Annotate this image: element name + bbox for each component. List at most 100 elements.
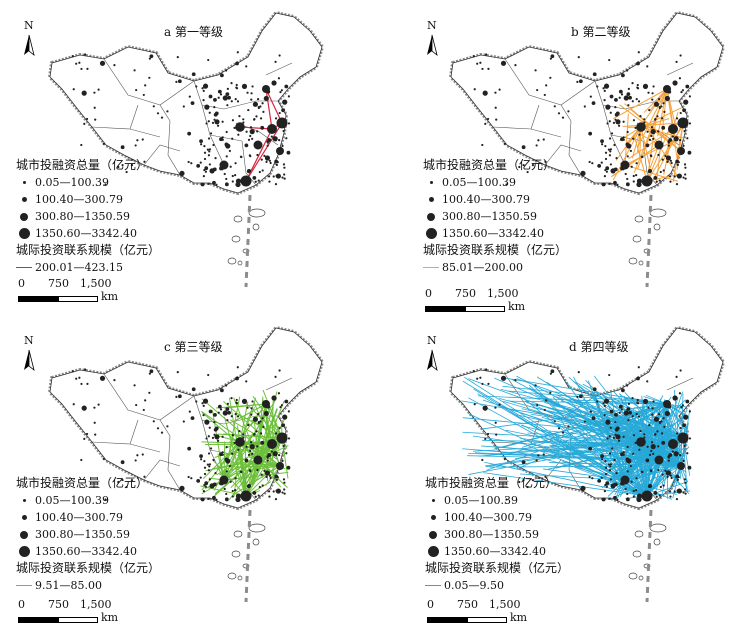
scale-unit: km — [510, 611, 528, 624]
city-dot — [626, 445, 629, 449]
city-dot — [608, 373, 611, 377]
city-dot — [246, 406, 249, 409]
city-dot — [213, 97, 217, 102]
city-dot — [130, 163, 134, 167]
city-dot — [651, 407, 654, 410]
city-dot — [227, 95, 231, 100]
city-dot — [550, 369, 555, 374]
city-dot — [71, 370, 74, 373]
city-dot — [526, 170, 529, 174]
city-dot — [682, 423, 686, 428]
city-dot — [577, 371, 580, 374]
legend-link-range-d: 0.05—9.50 — [444, 579, 504, 592]
province-boundary — [159, 80, 195, 106]
city-dot — [223, 172, 226, 176]
city-dot — [97, 403, 100, 406]
city-dot — [247, 423, 250, 427]
city-dot — [272, 175, 275, 178]
city-dot — [660, 117, 664, 120]
link-line — [646, 490, 690, 497]
city-dot — [219, 160, 229, 170]
city-dot — [591, 162, 594, 165]
city-dot — [612, 121, 616, 124]
city-dot — [677, 462, 685, 470]
city-dot — [665, 470, 672, 476]
city-dot — [668, 175, 672, 178]
city-dot — [102, 457, 105, 460]
scale-bar-a: 0 750 1,500 km — [18, 277, 128, 302]
legend-link-line — [425, 585, 441, 586]
city-dot — [117, 480, 120, 484]
city-dot — [267, 453, 272, 457]
city-dot — [269, 161, 272, 165]
city-dot — [673, 451, 679, 457]
city-dot — [535, 144, 538, 147]
province-boundary — [103, 58, 171, 122]
city-dot — [518, 480, 521, 484]
city-dot — [626, 384, 629, 387]
city-dot — [275, 163, 278, 166]
city-dot — [176, 56, 179, 59]
city-dot — [472, 55, 475, 58]
city-dot — [630, 165, 633, 168]
city-dot — [208, 148, 212, 151]
city-dot — [272, 490, 275, 493]
legend-dot-2 — [21, 197, 27, 202]
link-line — [640, 126, 651, 168]
city-dot — [200, 182, 205, 187]
city-dot — [657, 468, 660, 472]
link-line — [610, 144, 660, 178]
city-dot — [679, 111, 682, 115]
city-dot — [71, 55, 74, 58]
city-dot — [614, 421, 617, 424]
city-dot — [250, 413, 253, 416]
city-dot — [86, 67, 89, 70]
city-dot — [196, 479, 201, 483]
city-dot — [188, 95, 191, 98]
legend-link-title: 城际投资联系规模（亿元） — [16, 243, 161, 257]
city-dot — [686, 137, 689, 140]
city-dot — [668, 490, 672, 493]
city-dot — [265, 475, 268, 478]
city-dot — [281, 108, 285, 113]
city-dot — [649, 469, 652, 472]
city-dot — [613, 482, 618, 487]
city-dot — [675, 375, 678, 378]
city-dot — [677, 147, 685, 155]
city-dot — [627, 104, 630, 107]
city-dot — [282, 99, 288, 105]
city-dot — [591, 101, 596, 106]
city-dot — [561, 431, 565, 434]
city-dot — [125, 170, 128, 174]
city-dot — [268, 495, 271, 498]
city-dot — [583, 105, 586, 108]
north-arrow-icon — [24, 35, 29, 55]
island — [233, 530, 243, 538]
city-dot — [639, 115, 642, 118]
city-dot — [616, 498, 619, 501]
legend-total-title: 城市投融资总量（亿元） — [425, 476, 558, 490]
province-boundary — [129, 104, 139, 130]
city-dot — [484, 437, 487, 441]
city-dot — [261, 417, 264, 420]
city-dot — [638, 133, 641, 136]
city-dot — [249, 134, 252, 138]
link-line — [230, 443, 273, 455]
city-dot — [607, 463, 610, 466]
island — [628, 572, 638, 580]
city-dot — [652, 452, 655, 455]
city-dot — [600, 139, 604, 144]
city-dot — [580, 485, 586, 491]
link-line — [629, 459, 660, 483]
city-dot — [652, 85, 655, 88]
link-line — [666, 403, 669, 499]
city-dot — [597, 164, 602, 168]
city-dot — [635, 98, 638, 101]
city-dot — [668, 453, 673, 457]
city-dot — [225, 407, 230, 412]
city-dot — [204, 485, 207, 488]
city-dot — [239, 155, 243, 158]
city-dot — [219, 475, 229, 485]
city-dot — [592, 387, 597, 392]
city-dot — [494, 91, 497, 94]
